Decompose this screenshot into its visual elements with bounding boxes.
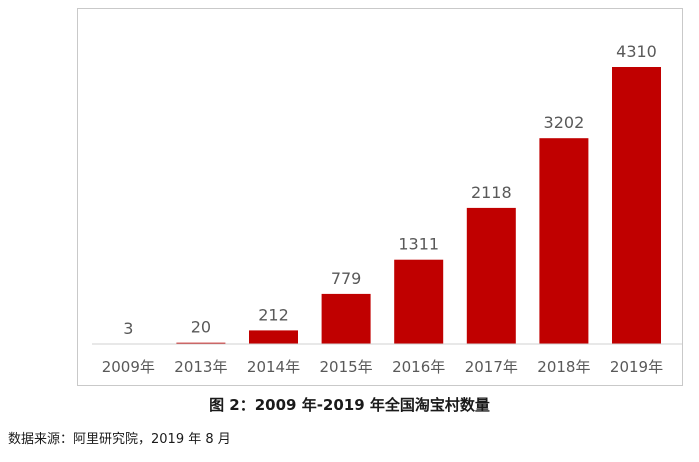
- chart-source: 数据来源：阿里研究院，2019 年 8 月: [8, 432, 231, 447]
- value-label-4: 1311: [398, 235, 439, 254]
- bar-2: [249, 330, 298, 344]
- bar-7: [612, 67, 661, 344]
- bar-3: [321, 293, 371, 344]
- x-tick-label-0: 2009年: [102, 358, 155, 376]
- bar-chart: 3 20 212 779 1311 2118 3202 4310 2009年 2013年 2014…: [92, 42, 682, 376]
- chart-frame: 3 20 212 779 1311 2118 3202 4310 2009年 2013年 2014…: [77, 8, 683, 386]
- bar-6: [539, 138, 589, 344]
- value-label-0: 3: [123, 319, 133, 338]
- value-label-6: 3202: [544, 113, 585, 132]
- value-label-5: 2118: [471, 183, 512, 202]
- bar-5: [466, 207, 516, 344]
- bar-4: [394, 259, 444, 344]
- x-tick-label-4: 2016年: [392, 358, 445, 376]
- chart-caption: 图 2：2009 年-2019 年全国淘宝村数量: [209, 396, 490, 414]
- value-label-2: 212: [258, 305, 289, 324]
- bar-1: [176, 342, 226, 344]
- tick-labels-layer: 2009年 2013年 2014年 2015年 2016年 2017年 2018年 2019年: [102, 358, 663, 376]
- value-labels-layer: 3 20 212 779 1311 2118 3202 4310: [123, 42, 657, 338]
- x-tick-label-3: 2015年: [320, 358, 373, 376]
- bars-layer: [103, 67, 661, 344]
- value-label-7: 4310: [616, 42, 657, 61]
- x-tick-label-1: 2013年: [174, 358, 227, 376]
- x-tick-label-7: 2019年: [610, 358, 663, 376]
- value-label-1: 20: [191, 318, 211, 337]
- value-label-3: 779: [331, 269, 362, 288]
- x-tick-label-2: 2014年: [247, 358, 300, 376]
- x-tick-label-5: 2017年: [465, 358, 518, 376]
- x-tick-label-6: 2018年: [537, 358, 590, 376]
